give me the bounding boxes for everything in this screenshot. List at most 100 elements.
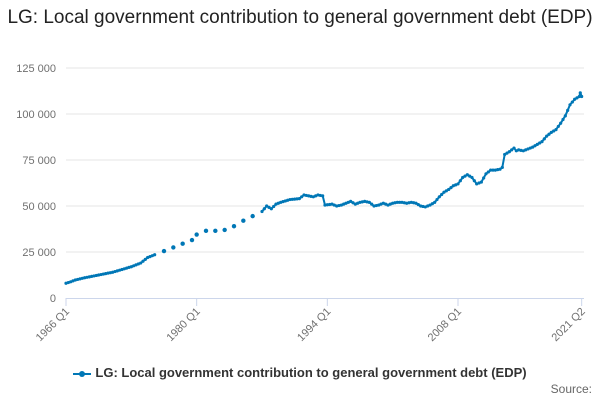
data-point xyxy=(269,207,273,211)
data-point xyxy=(293,197,297,201)
data-point xyxy=(563,114,567,118)
data-point xyxy=(435,197,439,202)
data-point xyxy=(141,259,145,263)
data-point xyxy=(398,200,402,204)
data-point xyxy=(351,201,355,205)
y-tick-label: 0 xyxy=(50,293,56,305)
data-point xyxy=(447,187,451,192)
data-point xyxy=(545,134,549,138)
data-point xyxy=(458,179,462,183)
legend[interactable]: LG: Local government contribution to gen… xyxy=(0,365,600,380)
data-point xyxy=(189,237,195,243)
data-point xyxy=(437,195,441,199)
data-point xyxy=(325,203,329,207)
data-point xyxy=(507,150,511,154)
data-point xyxy=(161,248,167,254)
data-point xyxy=(500,165,504,169)
data-point xyxy=(491,168,495,172)
data-point xyxy=(433,200,437,204)
data-point xyxy=(449,186,453,190)
data-point xyxy=(503,152,507,157)
data-point xyxy=(428,203,432,207)
y-tick-label: 50 000 xyxy=(22,201,56,213)
data-point xyxy=(171,245,176,250)
data-point xyxy=(430,202,434,206)
data-point xyxy=(395,200,399,204)
data-point xyxy=(561,117,565,122)
y-tick-label: 100 000 xyxy=(16,109,56,121)
data-point xyxy=(465,173,469,177)
data-point xyxy=(566,108,570,112)
legend-label: LG: Local government contribution to gen… xyxy=(95,365,527,380)
data-point xyxy=(297,197,301,201)
data-point xyxy=(470,175,474,180)
data-point xyxy=(222,227,227,233)
x-tick-label: 2008 Q1 xyxy=(426,306,464,344)
data-point xyxy=(575,96,579,100)
data-point xyxy=(290,197,294,201)
data-point xyxy=(267,205,271,209)
data-point xyxy=(559,121,563,125)
data-point xyxy=(194,232,199,237)
x-tick-label: 1994 Q1 xyxy=(295,306,333,344)
data-point xyxy=(547,132,551,136)
data-point xyxy=(479,180,483,184)
axes: 0 25 000 50 000 75 000 100 000 125 000 1966 Q1… xyxy=(16,63,588,344)
data-point xyxy=(505,151,509,155)
data-point xyxy=(568,103,572,107)
data-point xyxy=(260,209,264,214)
legend-line-symbol xyxy=(73,369,92,379)
data-point xyxy=(535,142,539,146)
y-tick-label: 125 000 xyxy=(16,63,56,75)
data-point xyxy=(482,176,486,180)
y-tick-label: 75 000 xyxy=(22,155,56,167)
data-point xyxy=(556,124,560,129)
data-point xyxy=(370,202,374,206)
data-point xyxy=(552,129,556,133)
series-layer xyxy=(64,91,584,285)
data-point xyxy=(300,195,304,199)
data-point xyxy=(444,189,448,193)
data-point xyxy=(468,174,472,178)
data-point xyxy=(153,253,157,257)
data-point xyxy=(231,224,237,229)
data-point xyxy=(542,137,546,141)
x-tick-label: 2021 Q2 xyxy=(549,306,587,344)
data-point xyxy=(573,97,577,101)
data-point xyxy=(203,228,209,234)
data-point xyxy=(510,148,514,152)
y-tick-label: 25 000 xyxy=(22,247,56,259)
data-point xyxy=(414,201,418,205)
data-point xyxy=(554,128,558,132)
data-point xyxy=(577,94,581,99)
data-point xyxy=(265,204,269,208)
data-point xyxy=(323,203,327,207)
data-point xyxy=(416,203,420,207)
data-point xyxy=(440,192,444,197)
data-point xyxy=(570,100,574,104)
gridlines xyxy=(66,67,584,253)
data-point xyxy=(472,179,476,183)
data-point xyxy=(531,145,535,149)
data-point xyxy=(250,213,255,219)
data-point xyxy=(442,190,446,194)
data-point xyxy=(213,228,218,234)
data-point xyxy=(288,197,292,202)
chart-title: LG: Local government contribution to gen… xyxy=(7,7,593,28)
data-point xyxy=(486,170,490,174)
data-point xyxy=(461,175,465,180)
x-tick-label: 1980 Q1 xyxy=(164,306,202,344)
data-point xyxy=(328,202,332,207)
data-point xyxy=(484,172,488,176)
data-point xyxy=(489,168,493,172)
data-point xyxy=(533,144,537,148)
data-point xyxy=(349,199,353,203)
x-tick-label: 1966 Q1 xyxy=(34,306,72,344)
data-point xyxy=(512,146,516,150)
data-point xyxy=(295,197,299,201)
data-point xyxy=(241,218,246,223)
source-label: Source: xyxy=(550,382,592,396)
data-point xyxy=(498,167,502,171)
data-point xyxy=(578,91,582,95)
